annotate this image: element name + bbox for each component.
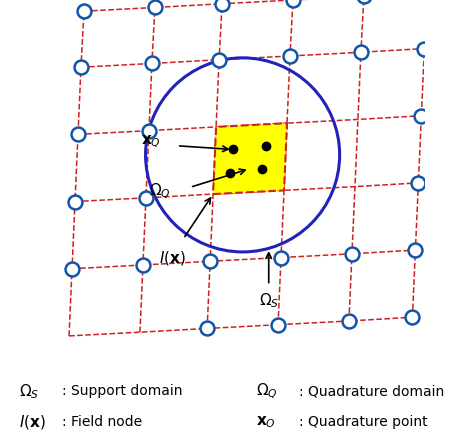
Text: $I(\mathbf{x})$: $I(\mathbf{x})$: [19, 413, 46, 431]
Text: : Quadrature domain: : Quadrature domain: [299, 385, 444, 398]
Text: $\Omega_{Q}$: $\Omega_{Q}$: [149, 181, 171, 201]
Text: : Support domain: : Support domain: [62, 385, 182, 398]
Polygon shape: [213, 123, 287, 194]
Text: : Field node: : Field node: [62, 415, 142, 429]
Text: $\Omega_{S}$: $\Omega_{S}$: [259, 291, 279, 310]
Text: $I(\mathbf{x})$: $I(\mathbf{x})$: [159, 249, 185, 266]
Text: $\mathbf{x}_O$: $\mathbf{x}_O$: [256, 414, 276, 430]
Text: $\Omega_S$: $\Omega_S$: [19, 382, 39, 401]
Text: $\mathbf{x}_{Q}$: $\mathbf{x}_{Q}$: [141, 134, 161, 150]
Text: $\Omega_Q$: $\Omega_Q$: [256, 382, 278, 401]
Text: : Quadrature point: : Quadrature point: [299, 415, 427, 429]
